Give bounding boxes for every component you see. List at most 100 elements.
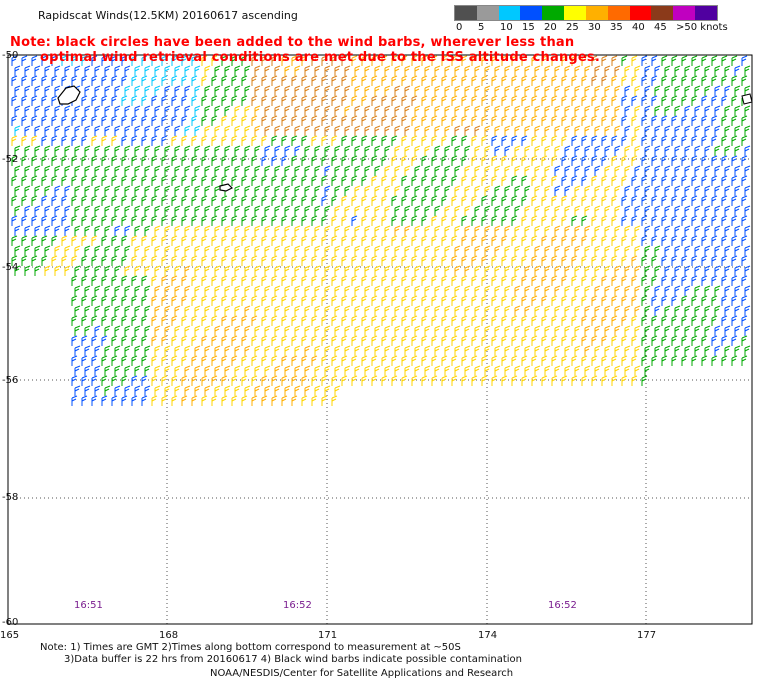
wind-barb	[531, 375, 538, 386]
wind-barb	[151, 335, 158, 346]
wind-barb	[431, 215, 438, 226]
wind-barb	[131, 195, 138, 206]
wind-barbs	[11, 55, 751, 406]
wind-barb	[341, 175, 348, 186]
wind-barb	[731, 335, 738, 346]
wind-barb	[61, 195, 68, 206]
wind-barb	[231, 255, 238, 266]
wind-barb	[41, 255, 48, 266]
wind-barb	[204, 85, 211, 96]
wind-barb	[444, 185, 451, 196]
legend-swatch	[673, 6, 696, 20]
wind-barb	[351, 115, 358, 126]
wind-barb	[741, 295, 748, 306]
wind-barb	[341, 195, 348, 206]
wind-barb	[524, 185, 531, 196]
wind-barb	[701, 295, 708, 306]
wind-barb	[634, 65, 641, 76]
wind-barb	[461, 315, 468, 326]
wind-barb	[401, 335, 408, 346]
wind-barb	[654, 145, 661, 156]
wind-barb	[564, 305, 571, 316]
wind-barb	[604, 245, 611, 256]
wind-barb	[681, 315, 688, 326]
wind-barb	[14, 105, 21, 116]
wind-barb	[214, 165, 221, 176]
wind-barb	[591, 275, 598, 286]
wind-barb	[214, 185, 221, 196]
wind-barb	[154, 325, 161, 336]
wind-barb	[104, 125, 111, 136]
wind-barb	[274, 125, 281, 136]
wind-barb	[221, 95, 228, 106]
wind-barb	[161, 355, 168, 366]
wind-barb	[571, 155, 578, 166]
wind-barb	[744, 145, 751, 156]
wind-barb	[641, 55, 648, 66]
wind-barb	[311, 355, 318, 366]
wind-barb	[324, 325, 331, 336]
wind-barb	[341, 255, 348, 266]
contamination-note-line1: Note: black circles have been added to t…	[10, 35, 575, 50]
wind-barb	[84, 245, 91, 256]
wind-barb	[344, 245, 351, 256]
wind-barb	[424, 365, 431, 376]
wind-barb	[621, 375, 628, 386]
wind-barb	[304, 125, 311, 136]
wind-barb	[191, 195, 198, 206]
wind-barb	[481, 195, 488, 206]
wind-barb	[181, 55, 188, 66]
wind-barb	[374, 265, 381, 276]
wind-barb	[621, 215, 628, 226]
wind-barb	[264, 365, 271, 376]
wind-barb	[291, 335, 298, 346]
wind-barb	[101, 155, 108, 166]
wind-barb	[194, 325, 201, 336]
wind-barb	[521, 215, 528, 226]
wind-barb	[501, 355, 508, 366]
wind-barb	[551, 55, 558, 66]
wind-barb	[724, 145, 731, 156]
wind-barb	[164, 145, 171, 156]
wind-barb	[101, 395, 108, 406]
wind-barb	[144, 165, 151, 176]
wind-barb	[404, 265, 411, 276]
wind-barb	[114, 265, 121, 276]
auckland-islands	[57, 85, 81, 105]
wind-barb	[514, 325, 521, 336]
wind-barb	[61, 135, 68, 146]
wind-barb	[574, 85, 581, 96]
wind-barb	[124, 145, 131, 156]
wind-barb	[241, 335, 248, 346]
wind-barb	[244, 365, 251, 376]
wind-barb	[54, 265, 61, 276]
wind-barb	[574, 125, 581, 136]
wind-barb	[734, 265, 741, 276]
wind-barb	[534, 345, 541, 356]
wind-barb	[631, 155, 638, 166]
wind-barb	[261, 115, 268, 126]
wind-barb	[584, 305, 591, 316]
wind-barb	[41, 135, 48, 146]
wind-barb	[411, 95, 418, 106]
wind-barb	[214, 65, 221, 76]
wind-barb	[274, 105, 281, 116]
wind-barb	[44, 225, 51, 236]
wind-barb	[291, 295, 298, 306]
wind-barb	[254, 145, 261, 156]
wind-barb	[451, 95, 458, 106]
wind-barb	[121, 355, 128, 366]
wind-barb	[141, 355, 148, 366]
wind-barb	[571, 215, 578, 226]
wind-barb	[394, 85, 401, 96]
wind-barb	[484, 105, 491, 116]
wind-barb	[154, 245, 161, 256]
wind-barb	[211, 315, 218, 326]
wind-barb	[644, 165, 651, 176]
wind-barb	[731, 295, 738, 306]
wind-barb	[524, 65, 531, 76]
wind-barb	[151, 275, 158, 286]
wind-barb	[471, 355, 478, 366]
wind-barb	[734, 185, 741, 196]
wind-barb	[731, 215, 738, 226]
